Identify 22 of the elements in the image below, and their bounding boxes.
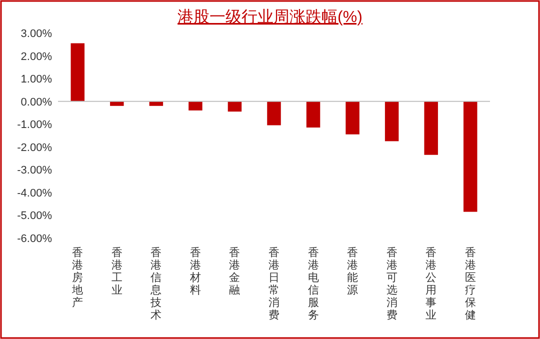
- x-tick-label: 香港电信服务: [308, 246, 319, 322]
- x-tick-label: 香港材料: [188, 246, 201, 296]
- x-tick-label: 香港金融: [229, 246, 240, 296]
- x-tick-label: 香港可选消费: [386, 246, 398, 322]
- x-tick-label: 香港信息技术: [150, 246, 162, 322]
- x-tick-label: 香港医疗保健: [464, 246, 476, 322]
- y-tick-label: 1.00%: [20, 74, 52, 86]
- y-tick-label: -6.00%: [17, 233, 52, 245]
- x-tick-label: 香港工业: [111, 246, 122, 296]
- y-tick-label: -4.00%: [17, 187, 52, 200]
- y-tick-label: -2.00%: [17, 142, 52, 154]
- x-tick-label: 香港房地产: [71, 246, 84, 309]
- x-tick-label: 香港日常消费: [268, 246, 280, 322]
- y-tick-label: 3.00%: [20, 28, 52, 40]
- y-tick-label: 0.00%: [20, 96, 52, 108]
- x-tick-label: 香港公用事业: [426, 246, 437, 322]
- chart-title: 港股一级行业周涨跌幅(%): [178, 8, 362, 26]
- y-tick-label: -5.00%: [17, 210, 52, 222]
- y-tick-label: 2.00%: [20, 50, 52, 63]
- x-tick-label: 香港能源: [347, 246, 358, 296]
- y-tick-label: -1.00%: [17, 119, 52, 132]
- y-tick-label: -3.00%: [17, 164, 52, 177]
